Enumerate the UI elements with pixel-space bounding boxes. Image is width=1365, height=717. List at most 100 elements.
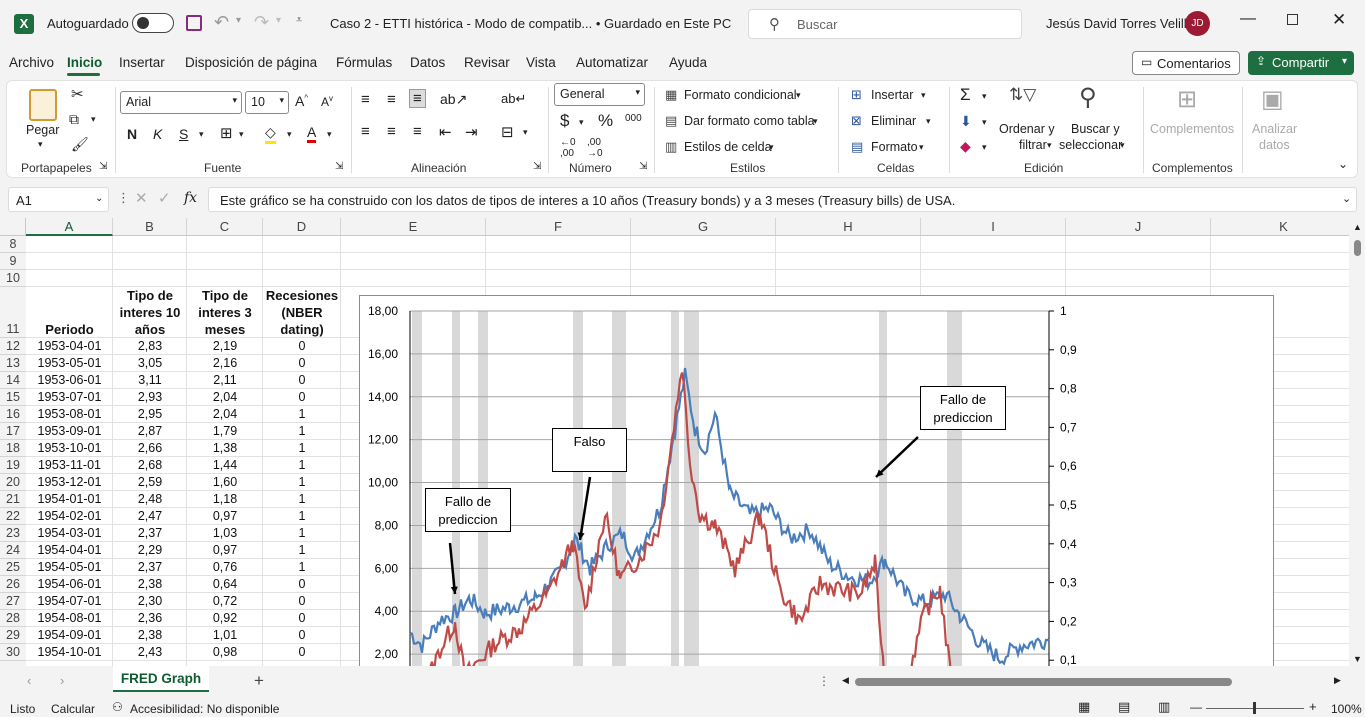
sort-filter-label-1[interactable]: Ordenar y <box>999 122 1055 136</box>
fill-dropdown-icon[interactable]: ▾ <box>982 117 987 127</box>
format-painter-icon[interactable]: 🖌 <box>71 136 89 152</box>
table-cell[interactable]: 2,59 <box>137 475 163 489</box>
sheet-tab-fred-graph[interactable]: FRED Graph <box>113 666 209 692</box>
minimize-icon[interactable]: — <box>1240 10 1256 27</box>
table-cell[interactable]: 1954-02-01 <box>37 509 102 523</box>
row-header[interactable]: 17 <box>0 423 26 440</box>
dialog-launcher-icon[interactable]: ⇲ <box>533 161 542 172</box>
bold-button[interactable]: N <box>127 126 138 142</box>
table-cell[interactable]: 2,04 <box>212 407 238 421</box>
row-header[interactable]: 16 <box>0 406 26 423</box>
percent-button[interactable]: % <box>598 111 614 130</box>
table-cell[interactable]: 1 <box>298 543 306 557</box>
currency-button[interactable]: $ <box>560 111 570 130</box>
table-cell[interactable]: 2,29 <box>137 543 163 557</box>
row-header[interactable]: 29 <box>0 627 26 644</box>
align-left-icon[interactable]: ≡ <box>361 123 370 140</box>
redo-icon[interactable]: ↷ <box>254 12 270 32</box>
status-calculate[interactable]: Calcular <box>51 702 96 716</box>
table-cell[interactable]: 0 <box>298 594 306 608</box>
paste-dropdown-icon[interactable]: ▾ <box>38 139 43 149</box>
italic-button[interactable]: K <box>153 126 163 142</box>
table-cell[interactable]: 0,98 <box>212 645 238 659</box>
table-cell[interactable]: 1,38 <box>212 441 238 455</box>
row-header[interactable]: 26 <box>0 576 26 593</box>
fill-dropdown-icon[interactable]: ▾ <box>287 129 292 139</box>
chevron-down-icon[interactable]: ▾ <box>919 142 924 152</box>
row-header[interactable]: 13 <box>0 355 26 372</box>
decrease-font-icon[interactable]: Av <box>321 94 334 109</box>
row-header[interactable]: 30 <box>0 644 26 661</box>
cell-styles-button[interactable]: Estilos de celda <box>684 140 772 154</box>
table-cell[interactable]: 1954-07-01 <box>37 594 102 608</box>
row-header[interactable]: 27 <box>0 593 26 610</box>
prev-sheet-icon[interactable]: ‹ <box>27 673 32 688</box>
table-cell[interactable]: 2,43 <box>137 645 163 659</box>
column-header-d[interactable]: D <box>263 218 341 236</box>
format-table-icon[interactable]: ▤ <box>665 113 678 128</box>
table-cell[interactable]: 2,36 <box>137 611 163 625</box>
row-header[interactable]: 19 <box>0 457 26 474</box>
table-cell[interactable]: 1 <box>298 492 306 506</box>
tab-disposicion[interactable]: Disposición de página <box>185 55 318 70</box>
tab-inicio[interactable]: Inicio <box>67 55 103 70</box>
header-cell[interactable]: Tipo de interes 10 años <box>113 287 187 338</box>
decrease-indent-icon[interactable]: ⇤ <box>439 124 452 141</box>
table-cell[interactable]: 0,76 <box>212 560 238 574</box>
chevron-down-icon[interactable]: ▾ <box>769 142 774 152</box>
align-bottom-icon[interactable]: ≡ <box>409 89 426 108</box>
table-cell[interactable]: 1,79 <box>212 424 238 438</box>
column-header-a[interactable]: A <box>26 218 113 236</box>
table-cell[interactable]: 2,68 <box>137 458 163 472</box>
column-header-f[interactable]: F <box>486 218 631 236</box>
horizontal-scroll-thumb[interactable] <box>855 678 1232 686</box>
table-cell[interactable]: 1954-08-01 <box>37 611 102 625</box>
table-cell[interactable]: 1 <box>298 560 306 574</box>
table-cell[interactable]: 2,11 <box>213 373 237 387</box>
header-cell[interactable]: Recesiones (NBER dating) <box>263 287 341 338</box>
search-box[interactable]: ⚲ Buscar <box>748 9 1022 39</box>
save-icon[interactable] <box>186 15 202 31</box>
align-right-icon[interactable]: ≡ <box>413 123 422 140</box>
table-cell[interactable]: 1 <box>298 509 306 523</box>
table-cell[interactable]: 0 <box>298 356 306 370</box>
underline-button[interactable]: S <box>179 126 189 142</box>
table-cell[interactable]: 0 <box>298 577 306 591</box>
conditional-format-icon[interactable]: ▦ <box>665 87 678 102</box>
delete-cells-button[interactable]: Eliminar <box>871 114 917 128</box>
table-cell[interactable]: 0 <box>298 645 306 659</box>
table-cell[interactable]: 1953-04-01 <box>37 339 102 353</box>
addins-button[interactable]: Complementos <box>1150 122 1235 136</box>
table-cell[interactable]: 2,47 <box>137 509 163 523</box>
format-table-button[interactable]: Dar formato como tabla <box>684 114 815 128</box>
analyze-data-label-1[interactable]: Analizar <box>1252 122 1298 136</box>
dialog-launcher-icon[interactable]: ⇲ <box>639 161 648 172</box>
table-cell[interactable]: 1953-08-01 <box>37 407 102 421</box>
cancel-icon[interactable]: ✕ <box>135 190 148 207</box>
table-cell[interactable]: 2,48 <box>137 492 163 506</box>
row-header[interactable]: 12 <box>0 338 26 355</box>
table-cell[interactable]: 2,66 <box>137 441 163 455</box>
table-cell[interactable]: 1,01 <box>212 628 238 642</box>
table-cell[interactable]: 0,64 <box>212 577 238 591</box>
name-box[interactable]: A1 ⌄ <box>8 187 109 212</box>
delete-cells-icon[interactable]: ⊠ <box>851 113 862 128</box>
enter-icon[interactable]: ✓ <box>158 190 171 207</box>
scroll-up-icon[interactable]: ▲ <box>1353 222 1362 232</box>
row-header[interactable]: 21 <box>0 491 26 508</box>
table-cell[interactable]: 2,37 <box>137 526 163 540</box>
table-cell[interactable]: 1 <box>298 407 306 421</box>
zoom-level[interactable]: 100% <box>1331 702 1362 716</box>
table-cell[interactable]: 1 <box>298 441 306 455</box>
find-select-label-1[interactable]: Buscar y <box>1071 122 1120 136</box>
table-cell[interactable]: 1954-04-01 <box>37 543 102 557</box>
table-cell[interactable]: 1 <box>298 526 306 540</box>
conditional-format-button[interactable]: Formato condicional <box>684 88 797 102</box>
row-header[interactable]: 8 <box>0 236 26 253</box>
insert-cells-button[interactable]: Insertar <box>871 88 914 102</box>
paste-button[interactable]: Pegar <box>26 123 60 137</box>
table-cell[interactable]: 2,16 <box>212 356 238 370</box>
table-cell[interactable]: 1953-05-01 <box>37 356 102 370</box>
collapse-ribbon-icon[interactable]: ⌄ <box>1338 157 1349 171</box>
